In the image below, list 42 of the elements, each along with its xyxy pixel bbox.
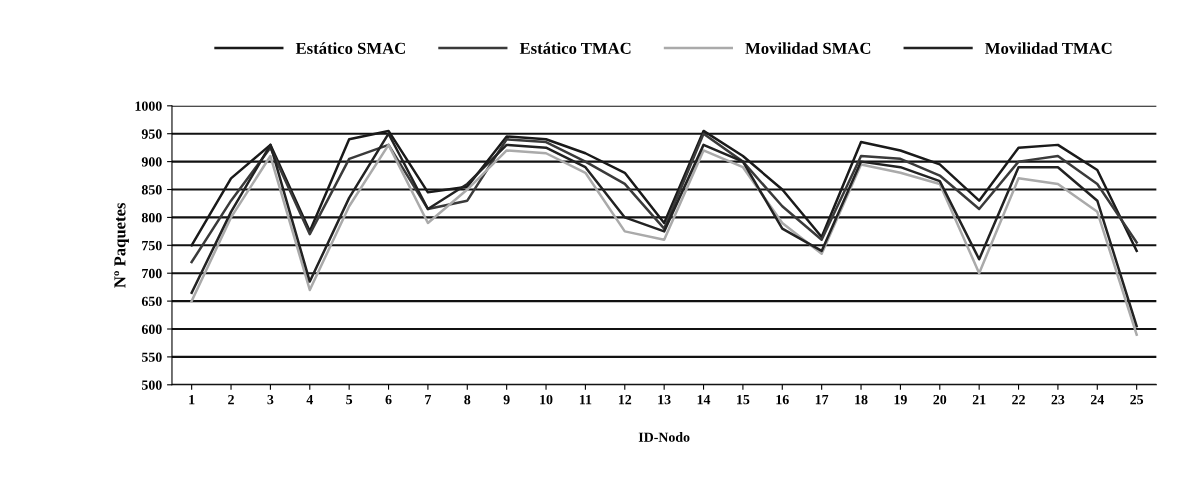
x-tick-label: 18 <box>855 394 868 405</box>
x-tick-label: 5 <box>346 395 353 405</box>
x-tick-label: 19 <box>894 394 907 405</box>
x-tick-label: 21 <box>972 394 986 405</box>
legend-label: Estático SMAC <box>295 42 405 54</box>
x-tick-label: 17 <box>815 394 829 405</box>
x-tick-label: 8 <box>464 394 471 405</box>
y-tick-label: 500 <box>141 380 162 390</box>
legend-label: Estático TMAC <box>519 42 631 54</box>
y-tick-label: 750 <box>142 240 162 251</box>
x-tick-label: 12 <box>618 394 632 405</box>
x-tick-label: 11 <box>579 394 592 405</box>
x-tick-label: 22 <box>1012 394 1025 405</box>
x-tick-label: 25 <box>1130 394 1144 405</box>
y-tick-label: 550 <box>141 352 162 362</box>
legend-label: Movilidad SMAC <box>745 42 871 54</box>
y-tick-label: 1000 <box>135 101 162 111</box>
x-tick-label: 9 <box>503 394 510 405</box>
x-tick-label: 23 <box>1051 394 1065 405</box>
x-tick-label: 6 <box>385 394 392 405</box>
x-tick-label: 24 <box>1090 394 1104 405</box>
y-tick-label: 900 <box>141 157 162 167</box>
x-tick-label: 20 <box>933 394 947 405</box>
y-tick-label: 600 <box>141 324 162 334</box>
y-tick-label: 850 <box>141 185 162 195</box>
x-tick-label: 16 <box>776 394 789 405</box>
x-tick-label: 4 <box>306 395 313 405</box>
y-tick-label: 650 <box>141 296 162 307</box>
x-tick-label: 1 <box>189 394 195 405</box>
y-tick-label: 700 <box>142 268 162 279</box>
y-tick-label: 950 <box>141 129 162 139</box>
legend-label: Movilidad TMAC <box>985 42 1112 54</box>
y-axis-title: Nº Paquetes <box>114 202 129 288</box>
x-tick-label: 14 <box>697 394 711 405</box>
x-tick-label: 13 <box>658 394 671 405</box>
y-tick-label: 800 <box>141 212 162 223</box>
x-tick-label: 3 <box>267 394 274 405</box>
x-tick-label: 15 <box>737 394 750 405</box>
x-tick-label: 2 <box>228 394 234 405</box>
x-tick-label: 10 <box>540 394 553 405</box>
x-axis-title: ID-Nodo <box>638 432 690 442</box>
x-tick-label: 7 <box>425 395 432 405</box>
